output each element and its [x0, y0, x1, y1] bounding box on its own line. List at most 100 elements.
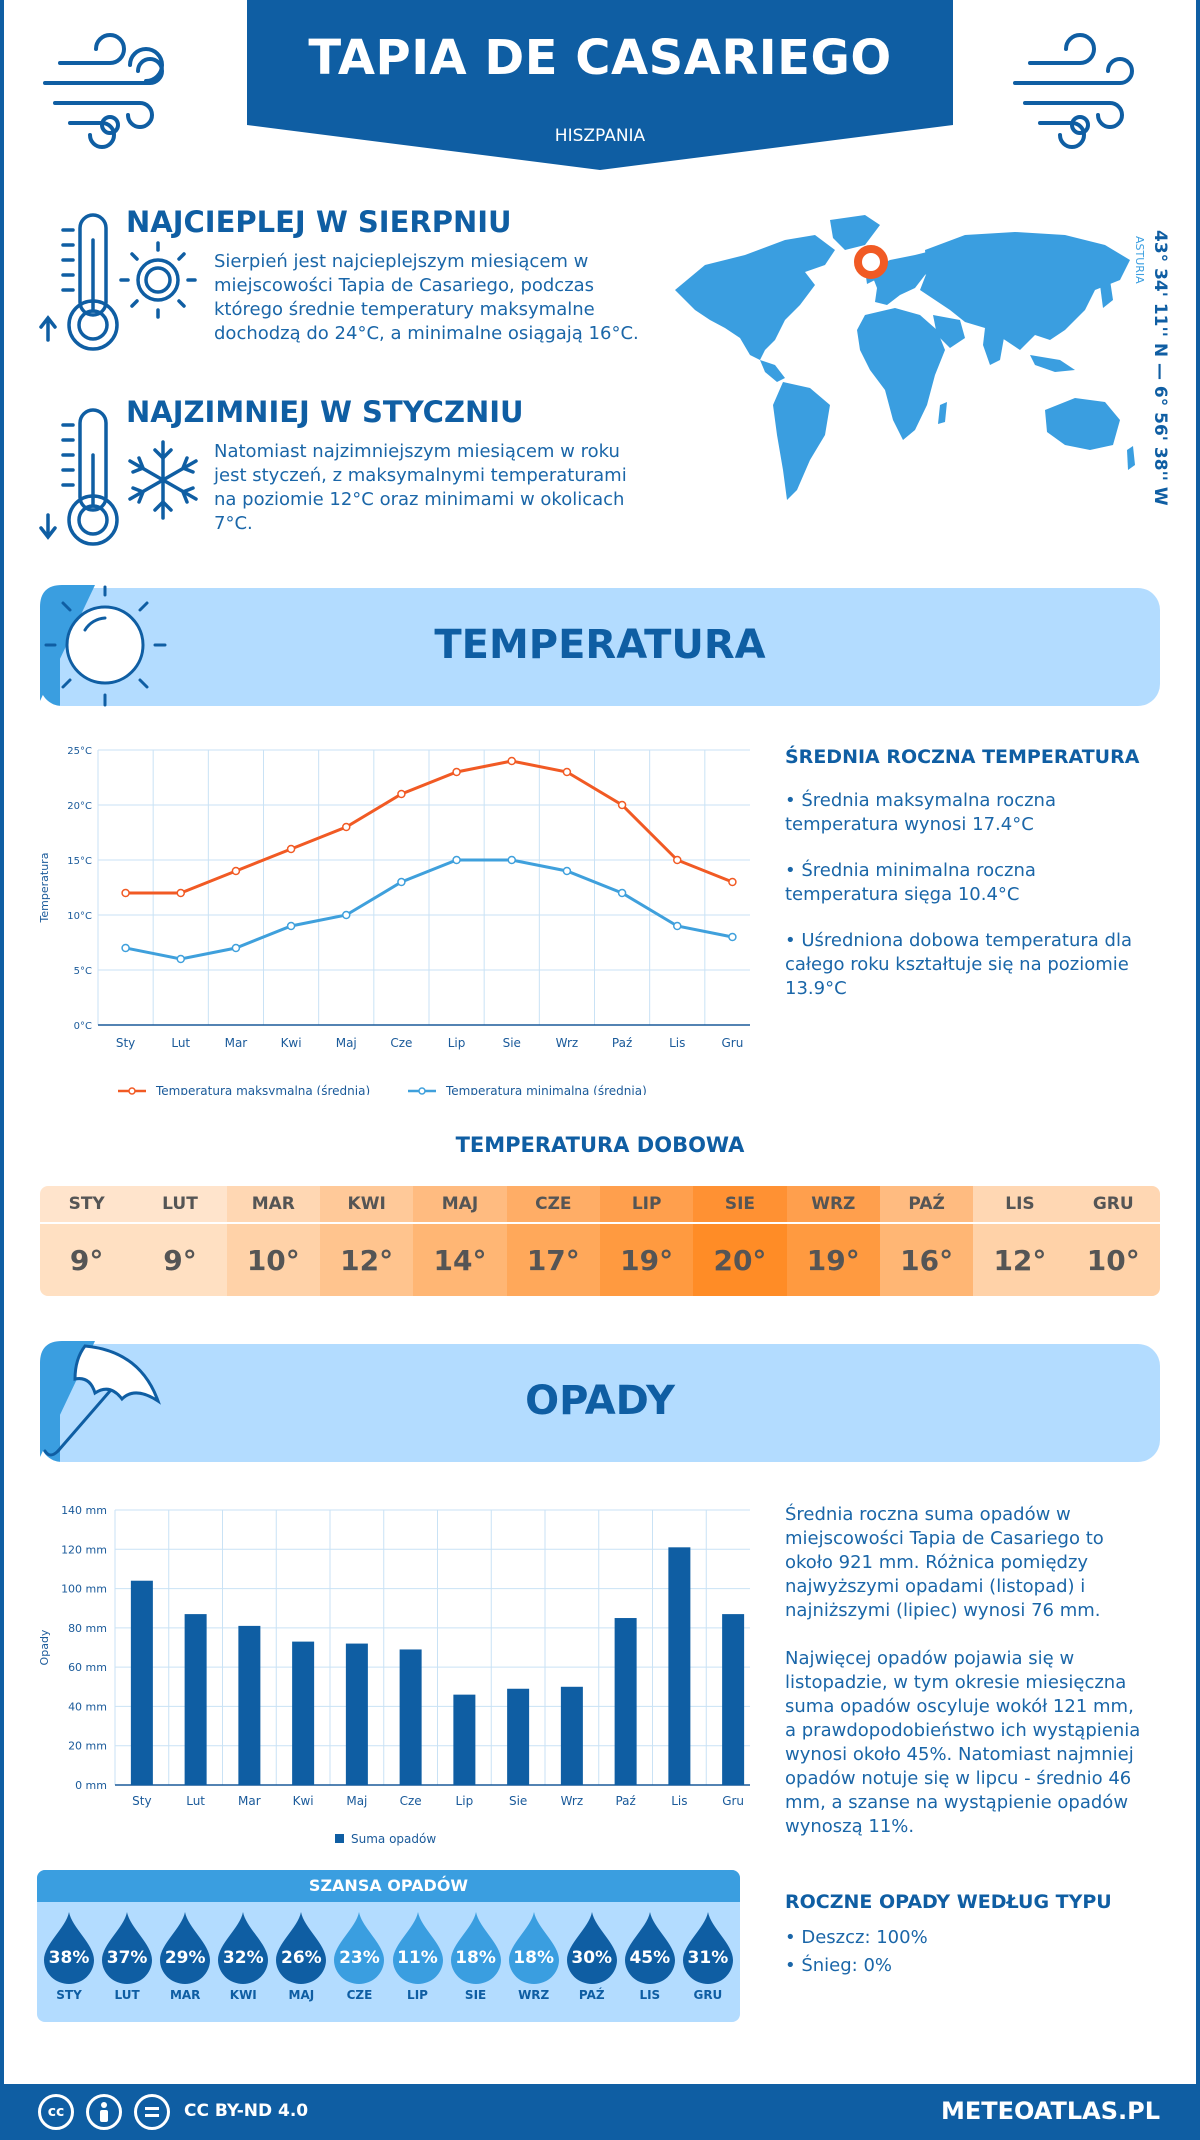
bar [560, 1686, 583, 1785]
y-tick-label: 0 mm [75, 1779, 107, 1792]
rain-chance-value: 23% [339, 1948, 380, 1968]
daily-temp-month: KWI [319, 1186, 414, 1224]
raindrop-icon: 30% [565, 1910, 619, 1984]
temperature-summary-min: • Średnia minimalna roczna temperatura s… [785, 860, 1036, 905]
rain-chance-item: 38% STY [40, 1902, 98, 2002]
x-tick-label: Lip [456, 1794, 474, 1808]
daily-temp-cell: SIE 20° [693, 1186, 787, 1296]
rain-chance-month: WRZ [518, 1988, 550, 2002]
hottest-title: NAJCIEPLEJ W SIERPNIU [126, 205, 512, 239]
site-link[interactable]: METEOATLAS.PL [940, 2097, 1160, 2125]
daily-temp-value: 20° [693, 1224, 787, 1296]
rain-chance-value: 31% [687, 1948, 729, 1968]
raindrop-icon: 11% [391, 1910, 445, 1984]
temperature-line-chart: 0°C 5°C 10°C 15°C 20°C 25°C Sty Lut Mar Kwi Maj Cze… [38, 746, 750, 1095]
attribution-icon[interactable] [86, 2094, 122, 2130]
daily-temp-month: WRZ [786, 1186, 880, 1224]
daily-temp-value: 17° [506, 1224, 600, 1296]
data-point [286, 844, 296, 854]
bar [238, 1625, 261, 1785]
data-point [507, 855, 516, 865]
data-point [673, 921, 682, 931]
daily-temp-cell: GRU 10° [1066, 1186, 1160, 1296]
rain-chance-value: 38% [48, 1948, 90, 1968]
rain-chance-month: MAJ [288, 1988, 315, 2002]
daily-temp-value: 12° [319, 1224, 414, 1296]
sun-icon [40, 585, 167, 707]
daily-temp-value: 10° [226, 1224, 320, 1296]
daily-temp-value: 14° [413, 1224, 507, 1296]
daily-temp-cell: LIP 19° [599, 1186, 694, 1296]
daily-temp-month: LIS [973, 1186, 1067, 1224]
y-tick-label: 10°C [67, 911, 92, 922]
daily-temp-month: MAJ [413, 1186, 507, 1224]
x-tick-label: Lis [671, 1794, 687, 1808]
thermometer-cold-icon [39, 408, 198, 546]
x-tick-label: Gru [721, 1036, 743, 1050]
x-tick-label: Paź [612, 1036, 632, 1050]
thermometer-hot-icon [39, 213, 197, 351]
daily-temp-value: 19° [599, 1224, 694, 1296]
x-tick-label: Lis [669, 1036, 685, 1050]
wind-icon [40, 25, 170, 150]
y-tick-label: 140 mm [61, 1504, 107, 1517]
x-tick-label: Cze [390, 1036, 412, 1050]
y-tick-label: 80 mm [68, 1622, 107, 1635]
rain-chance-month: STY [56, 1988, 82, 2002]
rain-chance-title: SZANSA OPADÓW [37, 1870, 740, 1902]
data-point [286, 921, 296, 931]
y-tick-label: 100 mm [61, 1583, 107, 1596]
daily-temp-month: GRU [1066, 1186, 1160, 1224]
rain-chance-item: 30% PAŹ [563, 1902, 621, 2002]
license-label[interactable]: CC BY-ND 4.0 [184, 2101, 309, 2121]
precipitation-title: OPADY [525, 1378, 675, 1424]
bar [453, 1694, 476, 1785]
data-point [397, 877, 406, 887]
title-banner: TAPIA DE CASARIEGO HISZPANIA [247, 0, 953, 170]
daily-temperature-table: STY 9° LUT 9° MAR 10° KWI 12° MAJ 14° CZE 17° LIP 19°… [40, 1186, 1160, 1296]
rain-chance-value: 37% [106, 1948, 148, 1968]
y-tick-label: 25°C [67, 746, 92, 757]
x-tick-label: Kwi [293, 1794, 314, 1808]
location-marker [854, 245, 888, 279]
no-derivatives-icon[interactable] [134, 2094, 170, 2130]
raindrop-icon: 18% [507, 1910, 561, 1984]
temperature-summary-heading: ŚREDNIA ROCZNA TEMPERATURA [785, 746, 1140, 768]
rain-chance-month: MAR [169, 1988, 201, 2002]
rain-chance-month: KWI [229, 1988, 257, 2002]
data-point [121, 943, 130, 953]
cc-icon[interactable]: cc [38, 2094, 74, 2130]
rain-chance-value: 30% [571, 1948, 613, 1968]
data-point [176, 954, 185, 964]
x-tick-label: Paź [615, 1794, 635, 1808]
data-point [342, 822, 351, 832]
y-tick-label: 40 mm [68, 1700, 107, 1713]
rain-chance-item: 37% LUT [98, 1902, 156, 2002]
rain-chance-month: LIS [639, 1988, 661, 2002]
rain-chance-item: 31% GRU [679, 1902, 737, 2002]
daily-temp-month: STY [40, 1186, 134, 1224]
precipitation-header: OPADY [40, 1341, 1160, 1462]
raindrop-icon: 45% [623, 1910, 677, 1984]
coordinates-text: 43° 34' 11'' N — 6° 56' 38'' W [1150, 230, 1170, 506]
temperature-summary: ŚREDNIA ROCZNA TEMPERATURA • Średnia mak… [785, 745, 1150, 1001]
y-tick-label: 5°C [74, 966, 92, 977]
rain-chance-value: 29% [164, 1948, 206, 1968]
legend-swatch-point [418, 1087, 426, 1095]
coldest-text: Natomiast najzimniejszym miesiącem w rok… [214, 441, 627, 534]
rain-chance-drops: 38% STY 37% LUT 29% MAR 32% KWI 26% MAJ 23% CZE 11% L… [37, 1902, 740, 2002]
wind-icon [1010, 25, 1140, 150]
data-point [562, 866, 572, 876]
legend-label: Suma opadów [351, 1832, 436, 1846]
daily-temp-cell: PAŹ 16° [879, 1186, 974, 1296]
data-point [728, 932, 737, 942]
data-point [342, 910, 351, 920]
series-line [125, 858, 733, 961]
rain-chance-value: 26% [280, 1948, 322, 1968]
temperature-summary-avg: • Uśredniona dobowa temperatura dla całe… [785, 930, 1133, 999]
bar [292, 1641, 315, 1785]
x-tick-label: Sty [116, 1036, 135, 1050]
raindrop-icon: 38% [42, 1910, 96, 1984]
daily-temp-cell: MAR 10° [226, 1186, 320, 1296]
